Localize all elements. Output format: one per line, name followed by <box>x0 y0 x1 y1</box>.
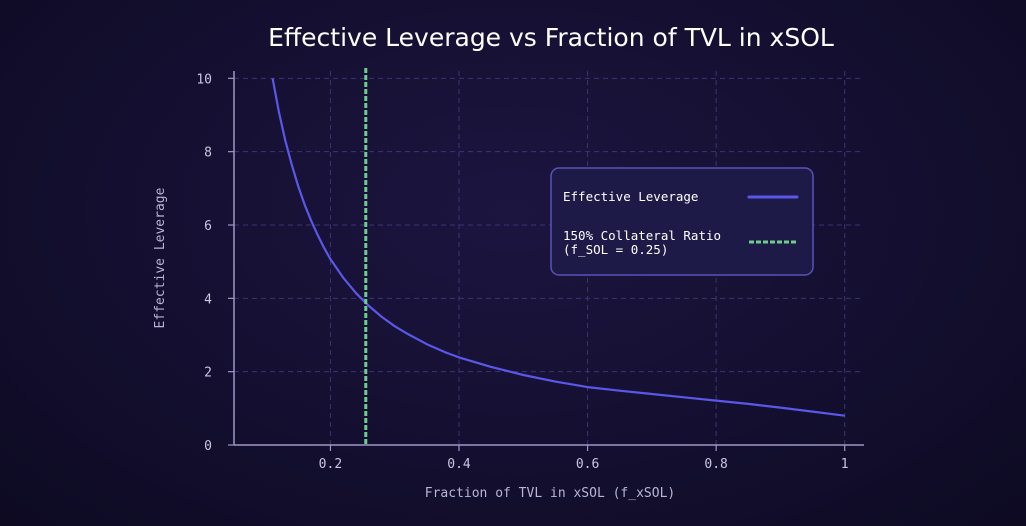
x-tick-label: 0.4 <box>447 457 471 472</box>
chart-title: Effective Leverage vs Fraction of TVL in… <box>268 23 834 52</box>
y-tick-label: 4 <box>204 292 212 307</box>
plot-area <box>271 68 845 445</box>
y-tick-label: 6 <box>204 219 212 234</box>
legend-label-collateral-line1: 150% Collateral Ratio <box>563 228 721 243</box>
axes <box>233 71 864 446</box>
legend: Effective Leverage 150% Collateral Ratio… <box>550 167 814 276</box>
x-tick-label: 1 <box>841 457 849 472</box>
x-tick-label: 0.6 <box>576 457 599 472</box>
y-axis-label: Effective Leverage <box>153 187 168 328</box>
leverage-curve <box>271 78 845 417</box>
legend-label-collateral-line2: (f_SOL = 0.25) <box>563 242 668 257</box>
legend-box <box>550 167 814 276</box>
y-tick-label: 2 <box>204 366 212 381</box>
legend-label-leverage: Effective Leverage <box>563 189 698 204</box>
x-tick-label: 0.2 <box>319 457 342 472</box>
y-tick-label: 0 <box>204 439 212 454</box>
x-tick-label: 0.8 <box>704 457 727 472</box>
y-tick-label: 8 <box>204 146 212 161</box>
x-axis-label: Fraction of TVL in xSOL (f_xSOL) <box>425 486 675 501</box>
y-tick-label: 10 <box>196 72 212 87</box>
